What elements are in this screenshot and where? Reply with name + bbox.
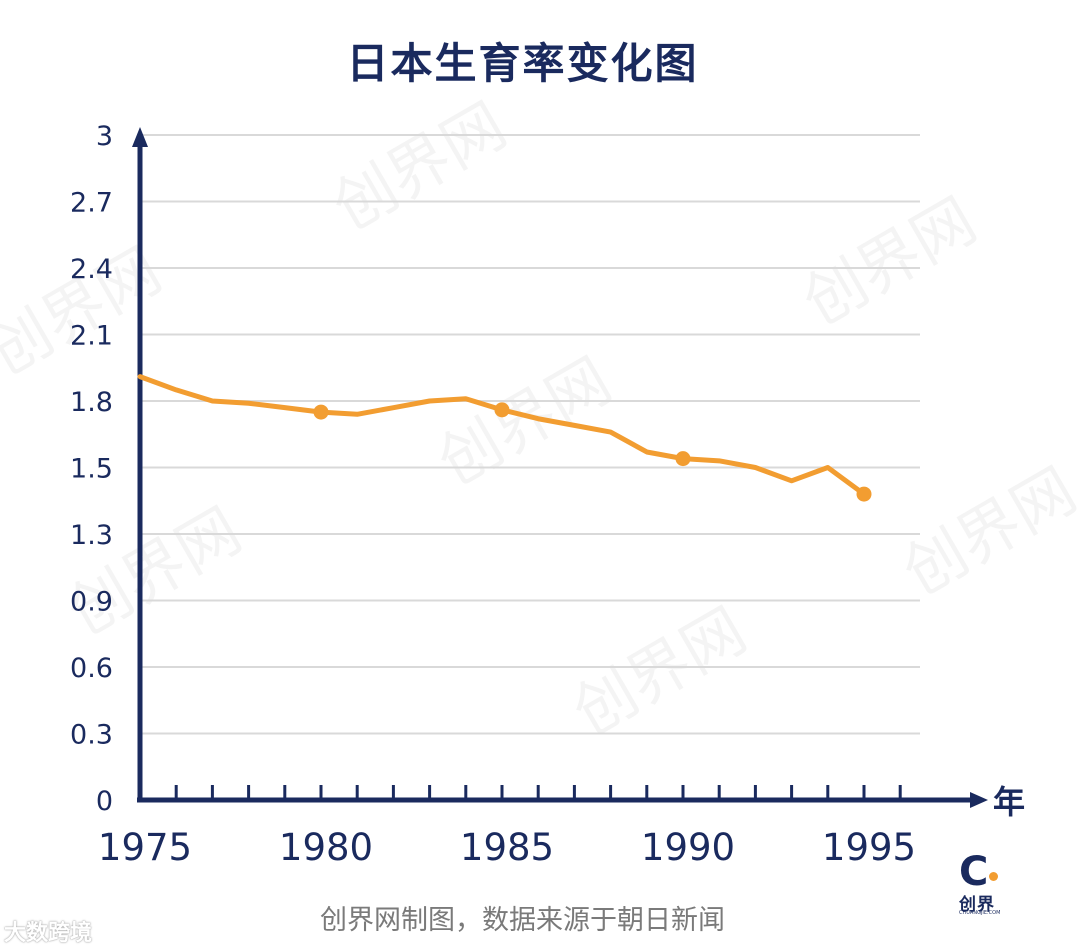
data-point bbox=[856, 486, 872, 502]
watermark-text: 创界网 bbox=[425, 343, 623, 499]
logo-small-text: CHUANGJIE.COM bbox=[959, 910, 1001, 916]
y-tick-label: 2.7 bbox=[70, 188, 113, 219]
logo-dot-icon bbox=[989, 872, 998, 881]
x-axis-arrow-icon bbox=[970, 792, 988, 808]
y-tick-label: 0 bbox=[96, 786, 113, 817]
watermark-text: 创界网 bbox=[55, 493, 253, 649]
brand-logo: C 创界 CHUANGJIE.COM bbox=[955, 852, 1015, 922]
x-tick-label: 1990 bbox=[641, 826, 735, 869]
y-tick-label: 0.3 bbox=[70, 720, 113, 751]
y-tick-label: 0.6 bbox=[70, 653, 113, 684]
x-tick-label: 1995 bbox=[822, 826, 916, 869]
corner-watermark: 大数跨境 bbox=[4, 921, 93, 946]
y-tick-label: 1.3 bbox=[70, 520, 113, 551]
y-tick-label: 1.5 bbox=[70, 454, 113, 485]
x-tick-label: 1975 bbox=[98, 826, 192, 869]
y-tick-label: 0.9 bbox=[70, 587, 113, 618]
y-tick-label: 2.1 bbox=[70, 321, 113, 352]
watermark-text: 创界网 bbox=[320, 88, 518, 244]
y-tick-label: 1.8 bbox=[70, 387, 113, 418]
y-tick-label: 3 bbox=[96, 121, 113, 152]
x-tick-label: 1980 bbox=[279, 826, 373, 869]
y-tick-label: 2.4 bbox=[70, 254, 113, 285]
logo-name: 创界 bbox=[959, 895, 995, 915]
x-tick-label: 1985 bbox=[460, 826, 554, 869]
data-point bbox=[313, 404, 329, 420]
source-note: 创界网制图，数据来源于朝日新闻 bbox=[320, 905, 725, 936]
watermark-text: 创界网 bbox=[560, 593, 758, 749]
watermark-text: 创界网 bbox=[890, 453, 1080, 609]
data-point bbox=[494, 402, 510, 418]
chart-title: 日本生育率变化图 bbox=[346, 39, 699, 88]
x-axis-label: 年 bbox=[993, 783, 1025, 821]
logo-mark: C bbox=[959, 849, 989, 895]
data-point bbox=[675, 451, 691, 467]
watermark-text: 创界网 bbox=[790, 183, 988, 339]
y-axis-arrow-icon bbox=[132, 127, 148, 147]
